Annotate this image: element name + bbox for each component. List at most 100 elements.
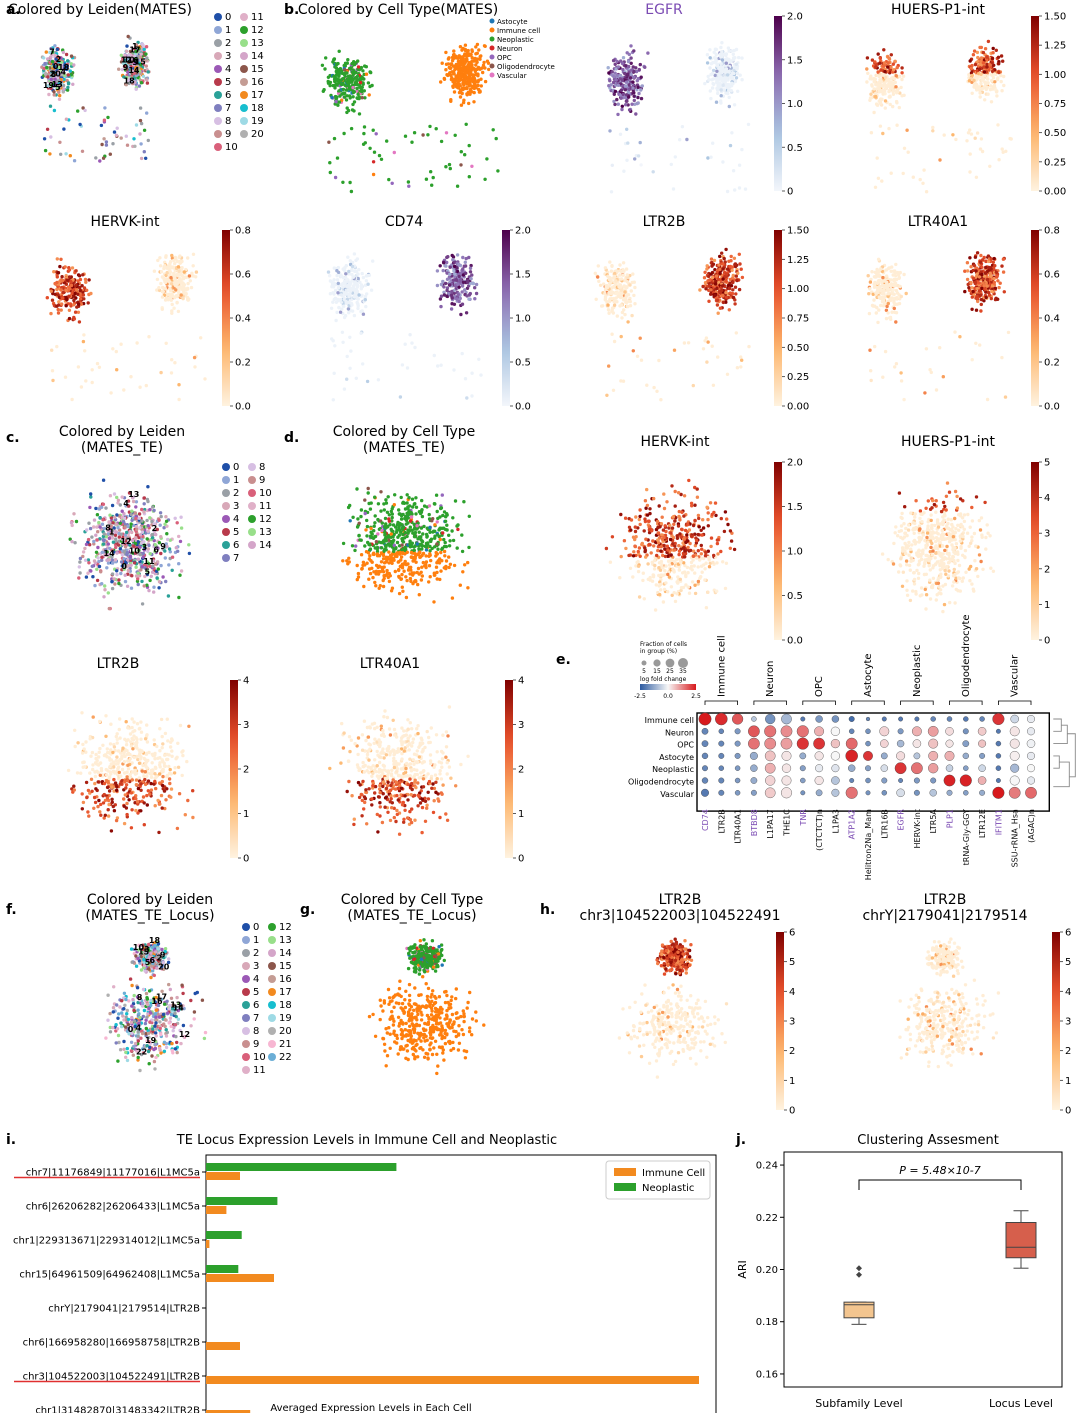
umap-point: [82, 297, 86, 301]
umap-point: [990, 284, 995, 288]
umap-point: [452, 90, 457, 94]
umap-point: [106, 115, 110, 120]
umap-point: [970, 73, 974, 78]
umap-point: [64, 52, 69, 57]
umap-point: [621, 92, 625, 97]
umap-point: [718, 267, 722, 271]
umap-point: [142, 584, 146, 588]
legend-marker: [240, 104, 248, 112]
umap-point: [467, 84, 472, 88]
umap-point: [969, 265, 973, 269]
umap-point: [724, 61, 728, 65]
umap-point: [632, 280, 636, 284]
colorbar-tick-label: 0.4: [1044, 314, 1060, 325]
umap-point: [887, 95, 891, 99]
panel-letter-f: f.: [6, 902, 17, 918]
umap-point: [169, 276, 173, 280]
legend-marker: [240, 130, 248, 138]
umap-point: [76, 365, 81, 369]
umap-point: [494, 136, 498, 141]
umap-point: [873, 270, 877, 274]
umap-point: [951, 133, 955, 137]
umap-point: [728, 143, 733, 148]
umap-point: [483, 177, 487, 181]
umap-point: [83, 108, 87, 113]
umap-point: [709, 272, 713, 276]
umap-point: [731, 52, 735, 56]
umap-point: [471, 74, 476, 78]
umap-point: [449, 77, 454, 82]
umap-point: [883, 69, 887, 74]
umap-point: [715, 286, 719, 290]
umap-point: [170, 253, 174, 258]
umap-point: [632, 94, 636, 98]
umap-point: [705, 53, 710, 57]
umap-point: [727, 308, 731, 312]
umap-point: [630, 102, 634, 106]
cluster-label: 20: [50, 70, 62, 79]
legend-marker: [240, 117, 248, 125]
umap-point: [115, 569, 119, 573]
umap-point: [47, 92, 51, 97]
umap-point: [49, 311, 53, 316]
umap-point: [155, 277, 160, 282]
umap-point: [145, 81, 150, 85]
umap-points-6: [593, 247, 751, 402]
umap-point: [460, 351, 464, 356]
umap-point: [349, 349, 353, 353]
umap-point: [902, 272, 906, 277]
umap-point: [82, 286, 87, 290]
umap-point: [105, 566, 109, 570]
colorbar-tick-label: 0.0: [235, 402, 251, 413]
umap-point: [614, 279, 618, 283]
umap-point: [147, 335, 151, 339]
umap-point: [610, 332, 614, 336]
umap-point: [175, 301, 179, 305]
umap-point: [348, 180, 352, 185]
umap-point: [467, 255, 471, 260]
umap-point: [70, 291, 74, 295]
umap-point: [983, 287, 987, 291]
umap-point: [333, 344, 337, 348]
umap-point: [66, 59, 70, 63]
umap-point: [335, 273, 339, 278]
umap-point: [92, 559, 97, 563]
umap-point: [629, 44, 633, 48]
umap-point: [158, 264, 163, 268]
umap-point: [434, 127, 438, 131]
umap-point: [159, 270, 164, 274]
umap-point: [61, 90, 65, 94]
umap-point: [680, 125, 685, 129]
umap-point: [678, 138, 682, 142]
umap-point: [359, 89, 363, 93]
umap-point: [172, 258, 176, 263]
umap-point: [618, 73, 623, 78]
umap-point: [882, 83, 886, 88]
umap-point: [52, 270, 56, 274]
umap-point: [455, 253, 460, 257]
umap-point: [733, 262, 737, 267]
umap-point: [613, 62, 617, 66]
umap-point: [412, 131, 417, 135]
legend-marker: [214, 130, 222, 138]
umap-point: [705, 267, 709, 271]
umap-point: [968, 256, 972, 260]
umap-point: [379, 157, 384, 161]
umap-point: [173, 261, 177, 266]
umap-point: [727, 95, 731, 100]
umap-point: [144, 156, 148, 160]
umap-point: [973, 62, 978, 67]
umap-point: [163, 264, 167, 268]
legend-marker: [240, 39, 248, 47]
umap-point: [685, 137, 689, 142]
umap-point: [713, 293, 717, 298]
umap-point: [992, 72, 997, 76]
umap-point: [983, 98, 987, 102]
umap-point: [728, 277, 733, 282]
umap-point: [59, 152, 63, 156]
umap-point: [999, 54, 1004, 58]
umap-point: [884, 274, 889, 278]
umap-point: [895, 296, 899, 300]
umap-point: [876, 83, 881, 87]
umap-point: [462, 53, 467, 58]
